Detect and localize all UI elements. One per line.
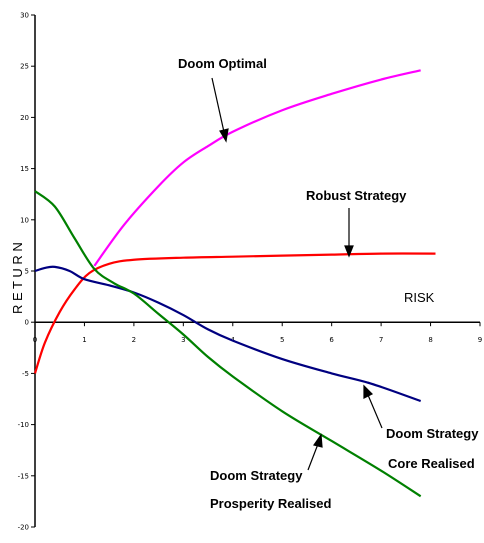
x-tick-label: 8 (428, 336, 432, 344)
label-core-realised-line2: Core Realised (388, 456, 475, 471)
y-tick-label: 15 (20, 165, 29, 173)
arrow-doom-optimal (211, 77, 225, 133)
label-prosperity-realised-line2: Prosperity Realised (210, 496, 331, 511)
y-tick-label: -10 (18, 421, 29, 429)
y-tick-label: -15 (18, 472, 29, 480)
y-axis-label: R E T U R N (10, 242, 25, 314)
label-doom-optimal: Doom Optimal (178, 56, 267, 71)
y-tick-label: -5 (22, 370, 29, 378)
series-line-1 (33, 252, 436, 374)
arrowhead-core-realised (363, 384, 374, 399)
arrow-core-realised (367, 394, 383, 429)
arrowhead-robust-strategy (344, 245, 354, 258)
y-tick-label: 30 (20, 12, 29, 20)
series-layer (33, 69, 436, 498)
y-tick-label: 20 (20, 114, 29, 122)
series-line-0 (93, 69, 421, 267)
arrowhead-prosperity-realised (313, 433, 323, 448)
y-tick-label: 0 (25, 319, 29, 327)
x-tick-label: 9 (478, 336, 482, 344)
series-line-3 (34, 190, 422, 498)
x-tick-label: 7 (379, 336, 383, 344)
y-tick-label: 10 (20, 216, 29, 224)
arrowhead-doom-optimal (219, 128, 229, 143)
annotation-arrows (211, 77, 383, 471)
x-tick-label: 1 (82, 336, 86, 344)
y-tick-label: 5 (25, 268, 29, 276)
x-tick-label: 2 (132, 336, 136, 344)
x-tick-label: 3 (181, 336, 185, 344)
x-tick-label: 6 (329, 336, 334, 344)
label-core-realised-line1: Doom Strategy (386, 426, 479, 441)
x-axis-label: RISK (404, 290, 435, 305)
x-tick-label: 5 (280, 336, 284, 344)
series-line-2 (34, 265, 422, 403)
label-prosperity-realised-line1: Doom Strategy (210, 468, 303, 483)
arrow-prosperity-realised (307, 443, 319, 471)
x-tick-label: 0 (33, 336, 37, 344)
y-tick-label: 25 (20, 63, 29, 71)
y-tick-label: -20 (18, 524, 29, 532)
label-robust-strategy: Robust Strategy (306, 188, 407, 203)
